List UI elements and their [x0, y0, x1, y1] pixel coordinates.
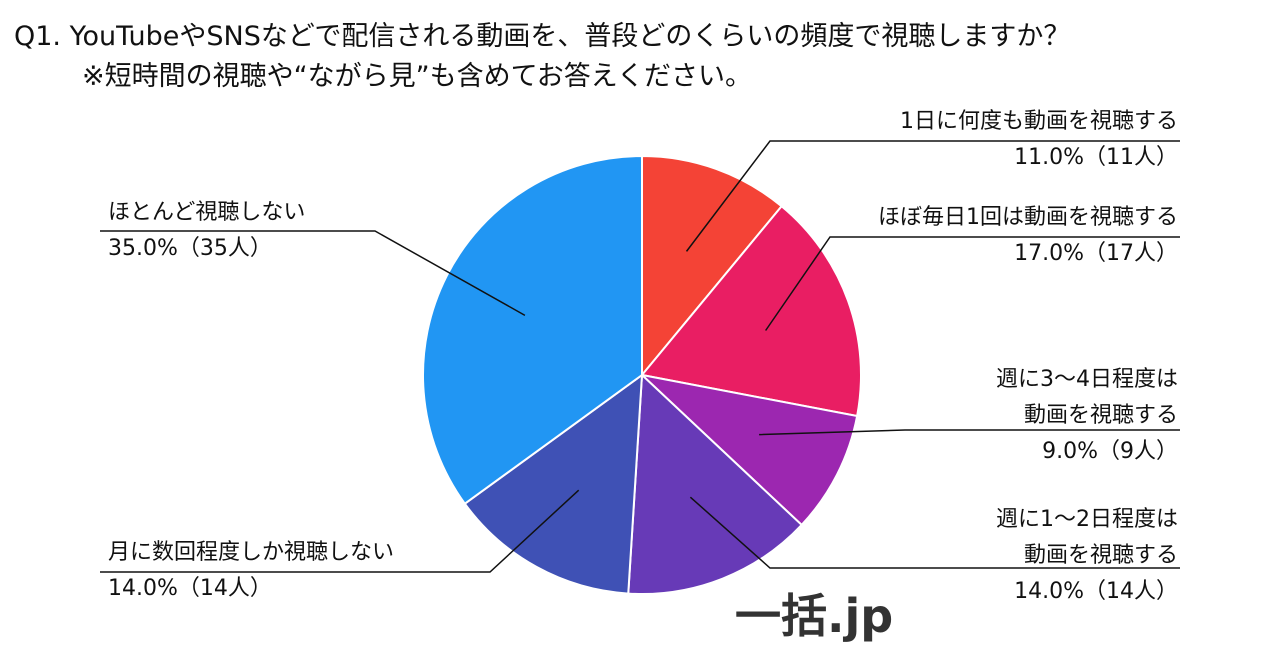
category-label: 月に数回程度しか視聴しない — [108, 540, 395, 565]
pie-slice — [422, 154, 643, 506]
leader-line — [685, 140, 1180, 252]
value-label: 17.0%（17人） — [1014, 241, 1178, 266]
category-label: ほぼ毎日1回は動画を視聴する — [878, 205, 1178, 230]
value-label: 14.0%（14人） — [108, 576, 272, 601]
slice-label: 週に1～2日程度は 動画を視聴する 14.0%（14人） — [996, 502, 1178, 610]
pie-slice — [638, 373, 859, 527]
leader-line — [100, 489, 580, 573]
slice-label: 週に3～4日程度は 動画を視聴する 9.0%（9人） — [996, 362, 1178, 470]
chart-subtitle: ※短時間の視聴や“ながら見”も含めてお答えください。 — [82, 61, 752, 92]
category-label: 週に3～4日程度は 動画を視聴する — [996, 367, 1178, 428]
value-label: 11.0%（11人） — [1014, 145, 1178, 170]
slice-label: 月に数回程度しか視聴しない 14.0%（14人） — [108, 535, 394, 607]
category-label: 1日に何度も動画を視聴する — [900, 109, 1178, 134]
category-label: ほとんど視聴しない — [108, 200, 306, 225]
leader-line — [689, 496, 1180, 569]
value-label: 35.0%（35人） — [108, 236, 272, 261]
pie-slice — [641, 154, 784, 378]
pie-slice — [463, 372, 644, 595]
leader-line — [759, 429, 1180, 436]
slice-label: 1日に何度も動画を視聴する 11.0%（11人） — [900, 104, 1178, 176]
leader-line — [100, 230, 526, 316]
value-label: 14.0%（14人） — [1014, 579, 1178, 604]
slice-label: ほとんど視聴しない 35.0%（35人） — [108, 195, 305, 267]
pie-slice — [640, 204, 862, 418]
leader-line — [765, 236, 1180, 331]
watermark: 一括.jp — [735, 589, 894, 643]
pie-slice — [627, 372, 804, 595]
value-label: 9.0%（9人） — [1042, 439, 1178, 464]
slice-label: ほぼ毎日1回は動画を視聴する 17.0%（17人） — [878, 200, 1178, 272]
category-label: 週に1～2日程度は 動画を視聴する — [996, 507, 1178, 568]
chart-title: Q1. YouTubeやSNSなどで配信される動画を、普段どのくらいの頻度で視聴… — [14, 21, 1071, 52]
